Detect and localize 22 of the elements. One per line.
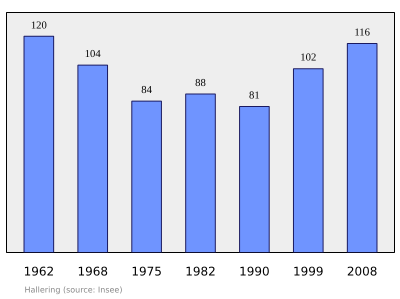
data-label: 102 [300, 52, 316, 64]
bar [185, 93, 216, 252]
data-label: 104 [84, 49, 102, 60]
bar [239, 106, 270, 252]
x-tick-label: 1982 [185, 264, 216, 278]
x-tick-label: 2008 [346, 264, 378, 278]
x-tick-label: 1968 [77, 264, 108, 278]
text: Hallering (source: Insee) [24, 286, 122, 294]
bar [77, 64, 108, 252]
data-label: 120 [30, 20, 47, 32]
x-tick-label: 1962 [24, 264, 54, 278]
bar [24, 36, 54, 252]
data-label: 116 [354, 27, 371, 38]
x-tick-label: 1975 [131, 264, 162, 278]
data-label: 81 [249, 90, 260, 102]
x-tick-label: 1990 [239, 264, 270, 278]
bar [346, 42, 378, 252]
x-tick-label: 1999 [293, 264, 324, 278]
bar [131, 100, 162, 252]
data-label: 88 [195, 78, 206, 89]
bar [292, 68, 324, 252]
data-label: 84 [141, 85, 153, 96]
